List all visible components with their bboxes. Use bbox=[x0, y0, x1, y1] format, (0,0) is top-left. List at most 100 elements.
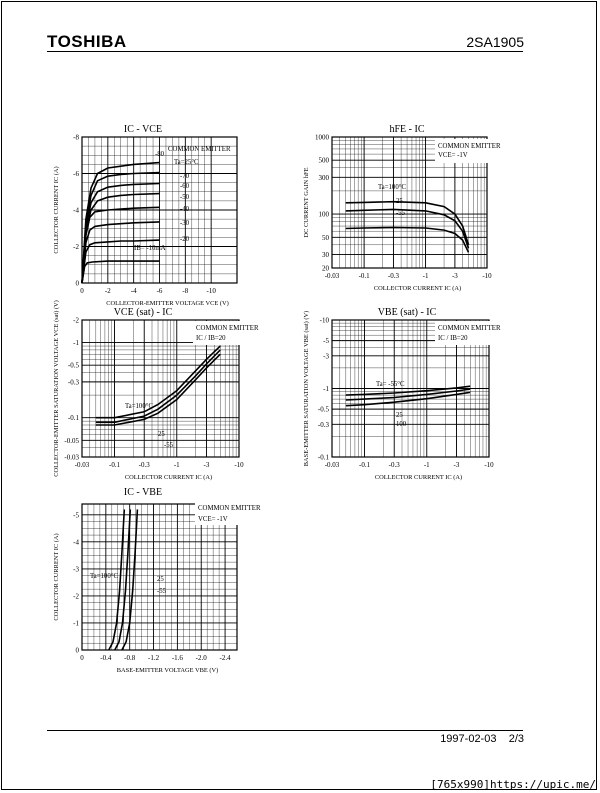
series-line bbox=[345, 391, 471, 407]
y-tick-label: -6 bbox=[73, 170, 79, 178]
y-axis-label: BASE-EMITTER SATURATION VOLTAGE VBE (sat… bbox=[303, 311, 310, 466]
y-tick-label: -5 bbox=[73, 511, 79, 519]
series-label: -60 bbox=[180, 183, 190, 190]
annotation-bg bbox=[435, 139, 493, 163]
annotation-text: COMMON EMITTER bbox=[196, 325, 259, 332]
x-tick-label: -3 bbox=[452, 272, 458, 280]
y-tick-label: 500 bbox=[319, 157, 330, 165]
chart-hfe-ic: hFE - IC -0.03 -0.1 -0.3 -1 -3 -10 20 30 50 100 300… bbox=[303, 124, 501, 292]
y-tick-label: 30 bbox=[322, 251, 330, 259]
plot-frame bbox=[81, 319, 240, 458]
series-line bbox=[81, 171, 160, 284]
plot-frame bbox=[331, 319, 490, 458]
x-axis-label: COLLECTOR CURRENT IC (A) bbox=[125, 474, 212, 481]
y-tick-label: -0.05 bbox=[64, 437, 79, 445]
chart-vbesat-ic: VBE (sat) - IC-0.03 -0.1 -0.3 -1 -3 -10-0.1-0… bbox=[303, 307, 501, 481]
y-axis-label: DC CURRENT GAIN hFE bbox=[303, 167, 310, 237]
series-line bbox=[114, 509, 132, 651]
x-tick-label: -3 bbox=[454, 461, 460, 469]
chart-vcesat-ic: VCE (sat) - IC -0.03 -0.1 -0.3 -1 -3 -10 -0.03 -… bbox=[53, 300, 259, 481]
watermark-url: [765x990]https://upic.me/ bbox=[430, 778, 596, 791]
x-axis-label: COLLECTOR CURRENT IC (A) bbox=[374, 285, 461, 292]
y-tick-label: 0 bbox=[76, 280, 80, 288]
x-tick-label: -1 bbox=[424, 461, 430, 469]
series-line bbox=[81, 221, 160, 284]
x-tick-label: -2 bbox=[105, 287, 111, 295]
series-line bbox=[121, 509, 139, 651]
y-tick-label: -0.03 bbox=[64, 454, 79, 462]
series-label: -80 bbox=[155, 151, 165, 158]
x-tick-label: -10 bbox=[484, 461, 494, 469]
x-tick-label: -0.3 bbox=[139, 461, 151, 469]
y-tick-label: -1 bbox=[73, 619, 79, 627]
x-tick-label: -0.1 bbox=[109, 461, 121, 469]
y-axis-label: COLLECTOR CURRENT IC (A) bbox=[53, 533, 60, 620]
x-tick-label: -3 bbox=[204, 461, 210, 469]
y-tick-label: -4 bbox=[73, 538, 79, 546]
y-axis-label: COLLECTOR-EMITTER SATURATION VOLTAGE VCE… bbox=[53, 300, 60, 477]
chart-ic-vce: IC - VCE 0 -2 -4 -6 -8 -10 0 -2 -4 -6 -8 COLLECTOR-E… bbox=[53, 124, 238, 307]
x-tick-label: -1.6 bbox=[172, 654, 184, 662]
annotation-text: IB= -10mA bbox=[134, 245, 166, 252]
plot-frame bbox=[81, 136, 238, 284]
series-line bbox=[81, 260, 160, 284]
annotation-text: IC / IB=20 bbox=[196, 335, 226, 342]
y-tick-label: -0.5 bbox=[68, 362, 80, 370]
x-tick-label: -4 bbox=[131, 287, 137, 295]
x-tick-label: -0.3 bbox=[389, 461, 401, 469]
x-tick-label: -10 bbox=[482, 272, 492, 280]
series-line bbox=[345, 200, 470, 246]
x-tick-label: -6 bbox=[157, 287, 163, 295]
y-tick-label: 100 bbox=[319, 211, 330, 219]
annotation-bg bbox=[195, 501, 253, 525]
x-tick-label: -2.0 bbox=[196, 654, 208, 662]
series-line bbox=[81, 206, 160, 284]
series-label: 100 bbox=[396, 421, 407, 428]
part-number: 2SA1905 bbox=[466, 34, 524, 50]
series-line bbox=[345, 388, 471, 401]
y-tick-label: 20 bbox=[322, 265, 330, 273]
series-label: Ta=100°C bbox=[125, 403, 153, 410]
y-tick-label: -1 bbox=[323, 385, 329, 393]
series-line bbox=[95, 353, 221, 426]
y-tick-label: -2 bbox=[73, 243, 79, 251]
x-axis-label: COLLECTOR-EMITTER VOLTAGE VCE (V) bbox=[106, 300, 229, 307]
annotation-text: COMMON EMITTER bbox=[168, 146, 231, 153]
series-label: 25 bbox=[396, 412, 403, 419]
y-tick-label: -0.3 bbox=[318, 421, 330, 429]
chart-title: VCE (sat) - IC bbox=[114, 307, 173, 318]
x-tick-label: -10 bbox=[206, 287, 216, 295]
series-line bbox=[108, 509, 126, 651]
series-label: Ta= -55°C bbox=[376, 381, 405, 388]
x-tick-label: -0.03 bbox=[75, 461, 90, 469]
annotation-bg bbox=[435, 321, 493, 345]
y-tick-label: -1 bbox=[73, 339, 79, 347]
y-tick-label: -2 bbox=[73, 592, 79, 600]
y-tick-label: -0.5 bbox=[318, 406, 330, 414]
series-line bbox=[345, 385, 471, 396]
x-axis-label: BASE-EMITTER VOLTAGE VBE (V) bbox=[117, 667, 218, 674]
x-tick-label: -0.03 bbox=[325, 461, 340, 469]
y-tick-label: -4 bbox=[73, 207, 79, 215]
series-line bbox=[95, 345, 221, 419]
x-tick-label: -0.1 bbox=[359, 272, 371, 280]
annotation-bg bbox=[193, 321, 251, 345]
annotation-text: Ta=25°C bbox=[174, 159, 199, 166]
y-axis-label: COLLECTOR CURRENT IC (A) bbox=[53, 166, 60, 253]
plot-frame bbox=[81, 503, 238, 651]
y-tick-label: -2 bbox=[73, 317, 79, 325]
chart-title: IC - VBE bbox=[124, 487, 162, 498]
series-label: -55 bbox=[164, 442, 174, 449]
x-tick-label: -0.8 bbox=[124, 654, 136, 662]
footer-date: 1997-02-03 bbox=[440, 733, 497, 745]
y-tick-label: -5 bbox=[323, 337, 329, 345]
annotation-text: COMMON EMITTER bbox=[438, 143, 501, 150]
annotation-text: VCE= -1V bbox=[198, 516, 228, 523]
plot-frame bbox=[331, 136, 488, 269]
x-tick-label: -2.4 bbox=[220, 654, 232, 662]
series-label: Ta=100°C bbox=[90, 573, 118, 580]
x-tick-label: -10 bbox=[234, 461, 244, 469]
x-tick-label: -8 bbox=[182, 287, 188, 295]
footer-page: 2/3 bbox=[508, 733, 524, 745]
x-tick-label: -0.03 bbox=[325, 272, 340, 280]
